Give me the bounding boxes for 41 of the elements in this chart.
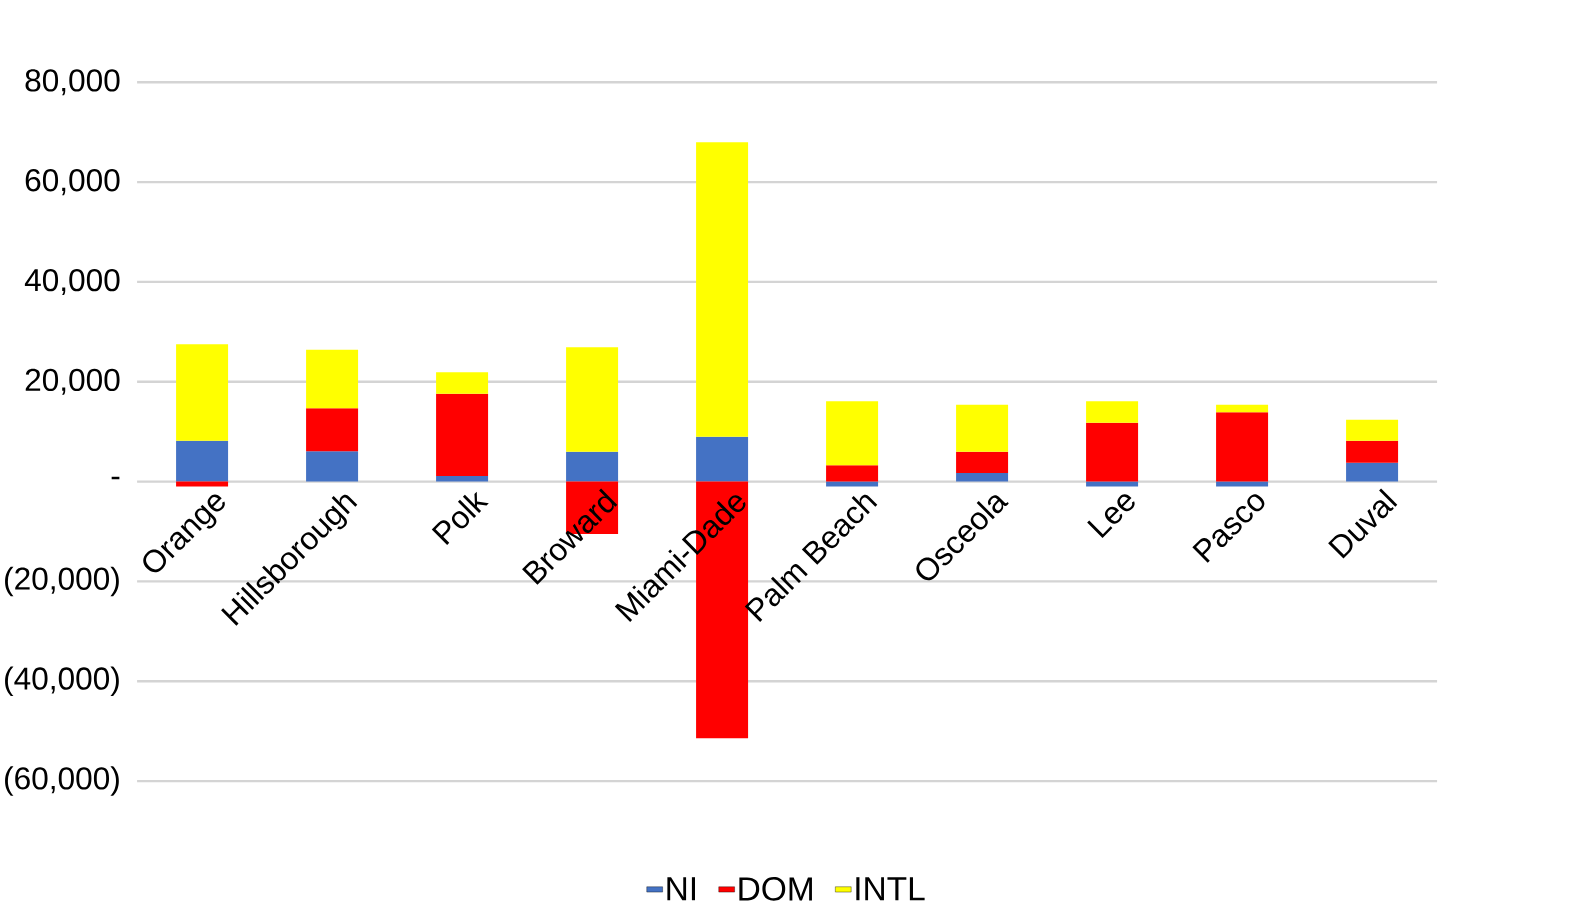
bar (306, 451, 359, 482)
bar (1216, 481, 1269, 487)
y-tick-label: 40,000 (24, 269, 120, 296)
bar (436, 372, 489, 394)
bar (1086, 422, 1139, 482)
bar (956, 404, 1009, 452)
bar (566, 347, 619, 452)
bar (826, 465, 879, 482)
bar (176, 344, 229, 441)
y-tick-label: (40,000) (5, 666, 119, 697)
y-tick-label: (60,000) (5, 766, 119, 797)
bar (1216, 412, 1269, 482)
bar (436, 394, 489, 477)
bar (1346, 462, 1399, 482)
legend-label: DOM (739, 877, 812, 901)
bar (696, 436, 749, 482)
bar (956, 451, 1009, 474)
y-tick-label: - (111, 477, 120, 480)
bar (1346, 419, 1399, 441)
bar (176, 481, 229, 487)
bar (1346, 440, 1399, 463)
y-tick-label: 20,000 (25, 368, 120, 396)
y-tick-label: 80,000 (25, 69, 120, 96)
bar (306, 350, 359, 409)
bar (696, 142, 749, 437)
bar (1216, 404, 1269, 413)
y-tick-label: (20,000) (5, 566, 119, 597)
x-tick-label: Lee (1087, 494, 1135, 539)
legend-label: NI (667, 877, 696, 901)
y-tick-label: 60,000 (25, 169, 120, 196)
bar (826, 481, 879, 487)
bar (1086, 481, 1139, 487)
bar (566, 451, 619, 482)
legend-label: INTL (856, 877, 925, 901)
bar (436, 476, 489, 482)
bar (956, 473, 1009, 482)
bar (1086, 401, 1139, 423)
bar (306, 408, 359, 452)
x-tick-label: Polk (431, 491, 489, 546)
bar (176, 440, 229, 482)
bar (826, 401, 879, 466)
